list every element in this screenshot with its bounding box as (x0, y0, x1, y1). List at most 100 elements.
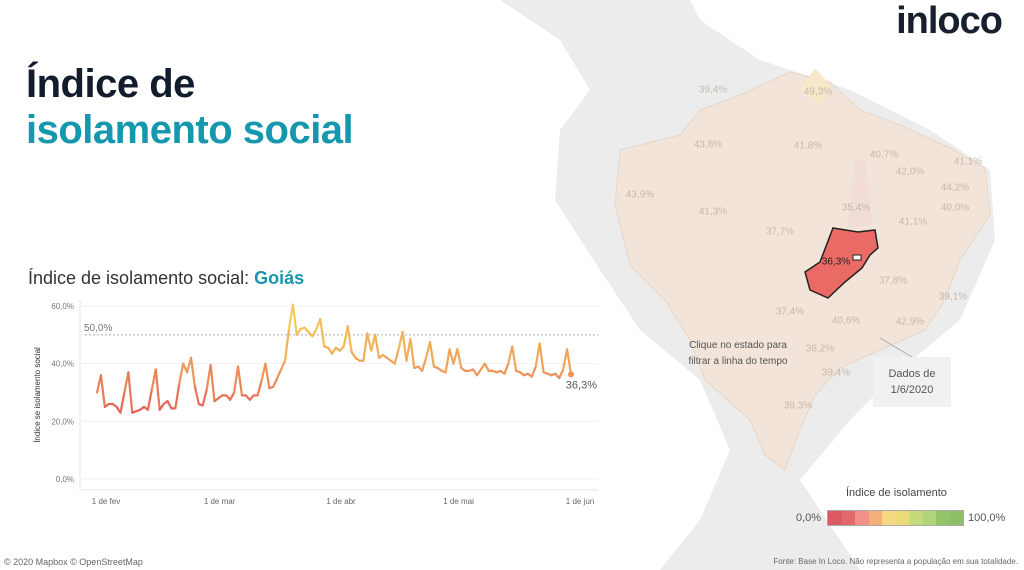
series-segment (166, 400, 173, 410)
series-segment (119, 391, 126, 414)
data-date-line2: 1/6/2020 (890, 384, 934, 396)
series-segment (346, 325, 353, 354)
series-segment (503, 362, 510, 375)
state-value-label: 44,2% (940, 182, 970, 194)
data-date-line1: Dados de (888, 368, 936, 380)
callout-line (879, 337, 913, 358)
series-segment (374, 333, 381, 360)
state-value-label: 49,3% (803, 86, 833, 98)
state-value-label: 43,8% (693, 139, 723, 151)
state-value-label: 39,1% (938, 291, 968, 303)
series-segment (475, 368, 483, 377)
series-segment (428, 340, 435, 368)
series-segment (558, 368, 565, 380)
last-point[interactable] (568, 371, 574, 378)
state-value-label: 37,4% (775, 306, 805, 318)
series-segment (562, 348, 569, 371)
series-segment (158, 402, 165, 411)
state-value-label: 39,4% (698, 84, 728, 96)
series-segment (405, 338, 412, 362)
chart-title: Índice de isolamento social: Goiás (28, 268, 304, 289)
page-title-line1: Índice de (26, 62, 195, 106)
series-segment (283, 327, 291, 362)
series-segment (146, 388, 153, 411)
series-segment (189, 356, 197, 388)
series-segment (174, 382, 181, 410)
series-segment (511, 345, 518, 372)
state-value-label: 41,3% (698, 206, 728, 218)
state-value-label: 41,1% (953, 156, 983, 168)
series-segment (272, 376, 279, 388)
map-hint: Clique no estado para filtrar a linha do… (688, 340, 788, 367)
state-tocantins[interactable] (848, 160, 872, 228)
state-value-label: 41,8% (793, 140, 823, 152)
legend-swatch (882, 511, 896, 525)
data-date-box: Dados de 1/6/2020 (873, 357, 951, 407)
series-segment (256, 379, 263, 397)
legend-swatch (949, 511, 963, 525)
line-chart[interactable]: 0,0% 20,0% 40,0% 60,0% 1 de fev 1 de mar 1 de … (0, 295, 610, 520)
legend-swatch (936, 511, 950, 525)
legend-swatch (828, 511, 842, 525)
brazil[interactable] (614, 71, 991, 471)
y-axis-label: Índice se isolamento social (33, 347, 42, 443)
y-tick-label: 20,0% (51, 417, 74, 426)
distrito-federal[interactable] (852, 254, 862, 261)
state-value-label: 35,4% (841, 202, 871, 214)
legend-title: Índice de isolamento (846, 487, 947, 499)
series-segment (565, 348, 573, 376)
legend-min: 0,0% (796, 512, 822, 524)
chart-title-prefix: Índice de isolamento social: (28, 268, 255, 288)
series-segment (276, 368, 283, 380)
series-segment (342, 325, 349, 348)
reference-line-label: 50,0% (84, 323, 112, 334)
series-segment (530, 365, 537, 378)
series-segment (319, 317, 326, 348)
series-segment (534, 342, 541, 368)
series-segment (452, 348, 459, 365)
x-tick-label: 1 de abr (326, 497, 356, 506)
chart-title-state: Goiás (254, 268, 305, 288)
y-tick-label: 60,0% (51, 302, 74, 311)
state-value-label: 39,4% (821, 367, 851, 379)
series-segment (456, 348, 463, 370)
series-segment (311, 327, 318, 338)
series-segment (127, 371, 134, 414)
series-segment (154, 368, 161, 411)
series-segment (178, 362, 185, 385)
state-goias[interactable] (804, 227, 879, 299)
last-value-label: 36,3% (566, 379, 597, 391)
series-segment (448, 348, 455, 365)
map-copyright[interactable]: © 2020 Mapbox © OpenStreetMap (4, 557, 143, 567)
series-segment (209, 364, 216, 403)
series-segment (330, 346, 338, 355)
y-tick-label: 0,0% (56, 475, 74, 484)
state-value-label: 37,8% (878, 275, 908, 287)
series-segment (193, 385, 200, 406)
series-segment (393, 348, 400, 365)
series-segment (295, 327, 302, 336)
series-segment (280, 359, 287, 371)
state-value-label: 39,3% (783, 400, 813, 412)
state-value-label: 40,7% (869, 149, 899, 161)
state-value-label: 37,7% (765, 226, 795, 238)
source-note: Fonte: Base In Loco. Não representa a po… (773, 557, 1018, 566)
series-segment (538, 342, 545, 374)
series-segment (229, 391, 236, 401)
state-amapa[interactable] (800, 68, 830, 105)
series-segment (287, 303, 294, 331)
series-segment (291, 303, 298, 336)
series-segment (350, 351, 357, 360)
state-value-label: 38,2% (805, 343, 835, 355)
series-segment (99, 374, 106, 409)
series-segment (421, 356, 428, 372)
series-segment (401, 330, 408, 362)
page-title-line2: isolamento social (26, 108, 354, 152)
series-segment (483, 362, 490, 372)
state-value-label: 40,6% (831, 315, 861, 327)
legend-color-scale (827, 510, 964, 526)
x-tick-label: 1 de fev (92, 497, 120, 506)
y-tick-label: 40,0% (51, 360, 74, 369)
series-segment (236, 365, 244, 397)
